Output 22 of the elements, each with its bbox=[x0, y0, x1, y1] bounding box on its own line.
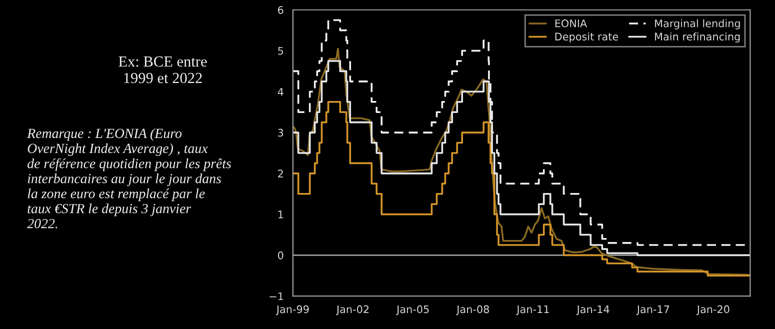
y-tick-label: −1 bbox=[270, 292, 283, 300]
x-tick-label: Jan-99 bbox=[276, 305, 309, 316]
x-tick-label: Jan-17 bbox=[636, 305, 670, 316]
y-tick-label: 0 bbox=[278, 251, 284, 260]
x-tick-label: Jan-02 bbox=[336, 305, 369, 316]
x-tick-label: Jan-11 bbox=[516, 305, 549, 316]
y-tick-label: 6 bbox=[278, 6, 284, 14]
legend-label: EONIA bbox=[555, 19, 588, 28]
text: Ex: BCE entre 1999 et 2022 bbox=[118, 56, 207, 84]
y-tick-label: 3 bbox=[278, 128, 284, 137]
x-tick-label: Jan-05 bbox=[396, 305, 429, 316]
y-tick-label: 4 bbox=[278, 88, 284, 96]
legend-label: Main refinancing bbox=[655, 32, 740, 43]
legend-label: Marginal lending bbox=[655, 19, 740, 30]
x-tick-label: Jan-14 bbox=[576, 305, 610, 316]
y-tick-label: 1 bbox=[278, 210, 283, 218]
y-tick-label: 5 bbox=[278, 47, 284, 55]
x-tick-label: Jan-08 bbox=[456, 305, 489, 316]
text: Remarque : L'EONIA (Euro OverNight Index Average) , taux de référence quotidien pour les prêts interbancaires au jour le jour dans la zone euro est remplacé par le taux €STR le depuis 3 janvier 2022. bbox=[27, 128, 231, 228]
x-tick-label: Jan-20 bbox=[696, 305, 730, 316]
legend-label: Deposit rate bbox=[555, 32, 618, 43]
y-tick-label: 2 bbox=[278, 170, 283, 178]
